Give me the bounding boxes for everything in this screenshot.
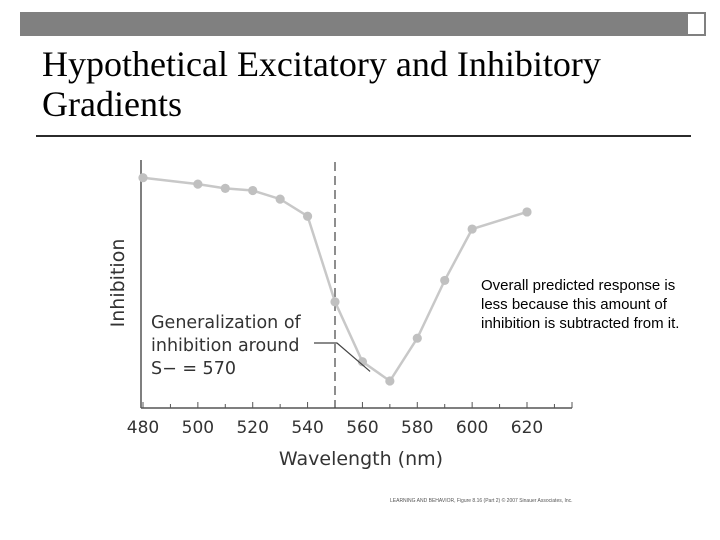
figure-credit: LEARNING AND BEHAVIOR, Figure 8.16 (Part… xyxy=(390,498,573,504)
data-point xyxy=(330,297,340,307)
data-point xyxy=(138,173,148,183)
x-tick-label: 500 xyxy=(182,418,214,438)
data-point xyxy=(467,224,477,234)
annotation-line: inhibition around xyxy=(151,336,300,356)
annotation-group: Generalization of inhibition around S− = 5… xyxy=(151,313,371,379)
annotation-line: Generalization of xyxy=(151,313,302,333)
x-tick-label: 620 xyxy=(511,418,543,438)
data-point xyxy=(220,183,230,193)
x-tick-label: 520 xyxy=(236,418,268,438)
series-group xyxy=(138,173,532,386)
data-point xyxy=(357,357,368,367)
data-point xyxy=(385,376,395,386)
data-point xyxy=(248,185,258,196)
data-point xyxy=(440,275,450,286)
x-tick-label: 540 xyxy=(291,418,323,438)
slide-title: Hypothetical Excitatory and Inhibitory G… xyxy=(42,44,601,124)
data-point xyxy=(193,179,203,189)
annotation-line: S− = 570 xyxy=(151,359,236,379)
title-underline xyxy=(36,135,691,137)
y-axis-label: Inhibition xyxy=(107,239,129,328)
x-axis-label: Wavelength (nm) xyxy=(279,448,443,470)
data-point xyxy=(522,207,532,217)
data-point xyxy=(302,211,313,221)
callout-text: Overall predicted response is less becau… xyxy=(481,277,680,332)
title-decor-band xyxy=(20,12,686,36)
x-tick-label: 480 xyxy=(127,418,159,438)
chart-axes: 480 500 520 540 560 580 600 620 xyxy=(127,160,573,438)
x-tick-label: 560 xyxy=(346,418,378,438)
annotation-leader-line xyxy=(314,342,371,372)
x-tick-label: 580 xyxy=(401,418,433,438)
data-point xyxy=(412,333,422,343)
data-point xyxy=(275,194,285,204)
x-tick-label: 600 xyxy=(456,418,488,438)
title-decor-square xyxy=(686,12,706,36)
